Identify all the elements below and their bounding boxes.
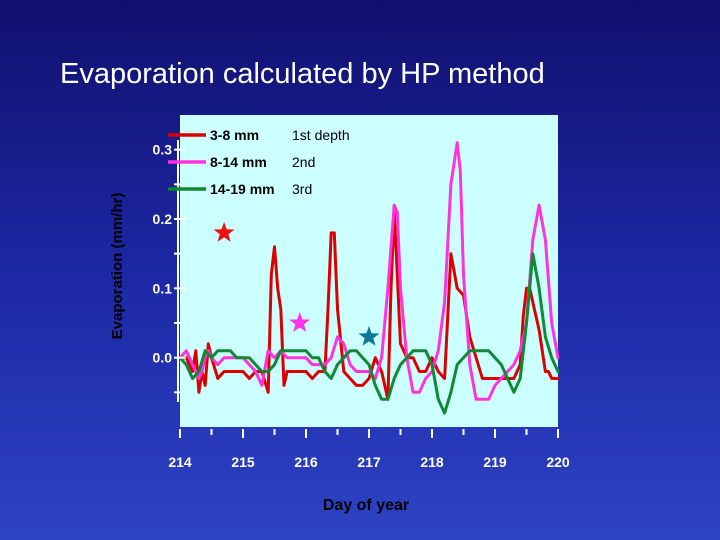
star-marker-2 <box>289 312 311 332</box>
series-line-2 <box>178 141 560 401</box>
star-marker-1 <box>213 221 235 242</box>
y-tick-label: 0.3 <box>153 142 173 158</box>
legend: 3-8 mm 1st depth 8-14 mm 2nd 14-19 mm 3rd <box>168 127 350 197</box>
star-marker-3 <box>358 325 380 346</box>
x-tick-label: 220 <box>546 454 570 470</box>
x-tick-label: 216 <box>294 454 318 470</box>
x-tick-label: 217 <box>357 454 381 470</box>
legend-label-3: 14-19 mm <box>210 181 275 197</box>
series-layer <box>178 141 560 415</box>
series-line-1 <box>178 210 560 401</box>
x-tick-label: 215 <box>231 454 255 470</box>
legend-label-1: 3-8 mm <box>210 127 259 143</box>
slide-title: Evaporation calculated by HP method <box>60 58 545 90</box>
series-line-3 <box>178 252 560 415</box>
y-tick-label: 0.0 <box>153 350 173 366</box>
x-tick-label: 219 <box>483 454 507 470</box>
legend-note-2: 2nd <box>292 154 315 170</box>
stars-layer <box>213 221 380 346</box>
y-tick-label: 0.1 <box>153 280 173 296</box>
y-axis-label: Evaporation (mm/hr) <box>109 193 126 340</box>
x-tick-label: 218 <box>420 454 444 470</box>
y-tick-label: 0.2 <box>153 211 173 227</box>
x-axis-label: Day of year <box>323 497 409 514</box>
axes-layer: 0.0 0.1 0.2 0.3 214 215 216 217 218 219 220 <box>153 140 570 470</box>
x-tick-label: 214 <box>168 454 192 470</box>
legend-note-3: 3rd <box>292 181 312 197</box>
legend-note-1: 1st depth <box>292 127 350 143</box>
legend-label-2: 8-14 mm <box>210 154 267 170</box>
